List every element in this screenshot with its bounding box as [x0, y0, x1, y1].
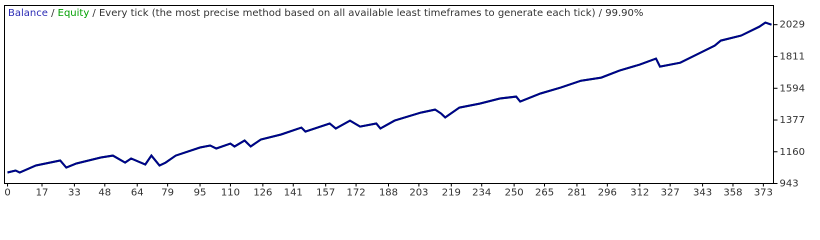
legend-equity: Equity	[58, 8, 90, 19]
x-tick-label: 110	[221, 188, 240, 199]
separator: /	[48, 8, 58, 19]
y-tick-label: 2029	[780, 20, 805, 31]
y-tick-label: 943	[780, 179, 799, 190]
y-tick-label: 1594	[780, 83, 805, 94]
separator: /	[89, 8, 99, 19]
y-tick-label: 1160	[780, 147, 805, 158]
x-tick-label: 157	[316, 188, 335, 199]
x-tick-label: 48	[98, 188, 111, 199]
x-tick-label: 265	[535, 188, 554, 199]
x-tick-label: 172	[347, 188, 366, 199]
x-tick-label: 343	[693, 188, 712, 199]
x-tick-label: 141	[284, 188, 303, 199]
x-tick-label: 250	[505, 188, 524, 199]
separator: /	[595, 8, 605, 19]
y-tick-label: 1811	[780, 52, 805, 63]
x-tick-label: 373	[754, 188, 773, 199]
page: Balance / Equity / Every tick (the most …	[4, 5, 805, 199]
x-tick-label: 203	[409, 188, 428, 199]
x-tick-label: 95	[194, 188, 207, 199]
quality: 99.90%	[605, 8, 643, 19]
x-tick-label: 64	[131, 188, 144, 199]
series-line	[7, 21, 772, 174]
x-tick-label: 79	[161, 188, 174, 199]
x-tick-label: 219	[442, 188, 461, 199]
x-tick-label: 0	[4, 188, 10, 199]
legend-balance: Balance	[8, 8, 48, 19]
x-tick-label: 33	[68, 188, 81, 199]
chart-title: Balance / Equity / Every tick (the most …	[8, 8, 643, 19]
chart: Balance / Equity / Every tick (the most …	[4, 5, 805, 199]
plot-frame	[4, 5, 774, 184]
y-tick-label: 1377	[780, 115, 805, 126]
x-tick-label: 358	[723, 188, 742, 199]
x-tick-label: 312	[630, 188, 649, 199]
x-tick-label: 188	[379, 188, 398, 199]
model: Every tick (the most precise method base…	[99, 8, 596, 19]
x-tick-label: 296	[598, 188, 617, 199]
x-tick-label: 234	[472, 188, 491, 199]
x-tick-label: 281	[567, 188, 586, 199]
x-tick-label: 327	[661, 188, 680, 199]
x-tick-label: 17	[36, 188, 49, 199]
x-tick-label: 126	[253, 188, 272, 199]
